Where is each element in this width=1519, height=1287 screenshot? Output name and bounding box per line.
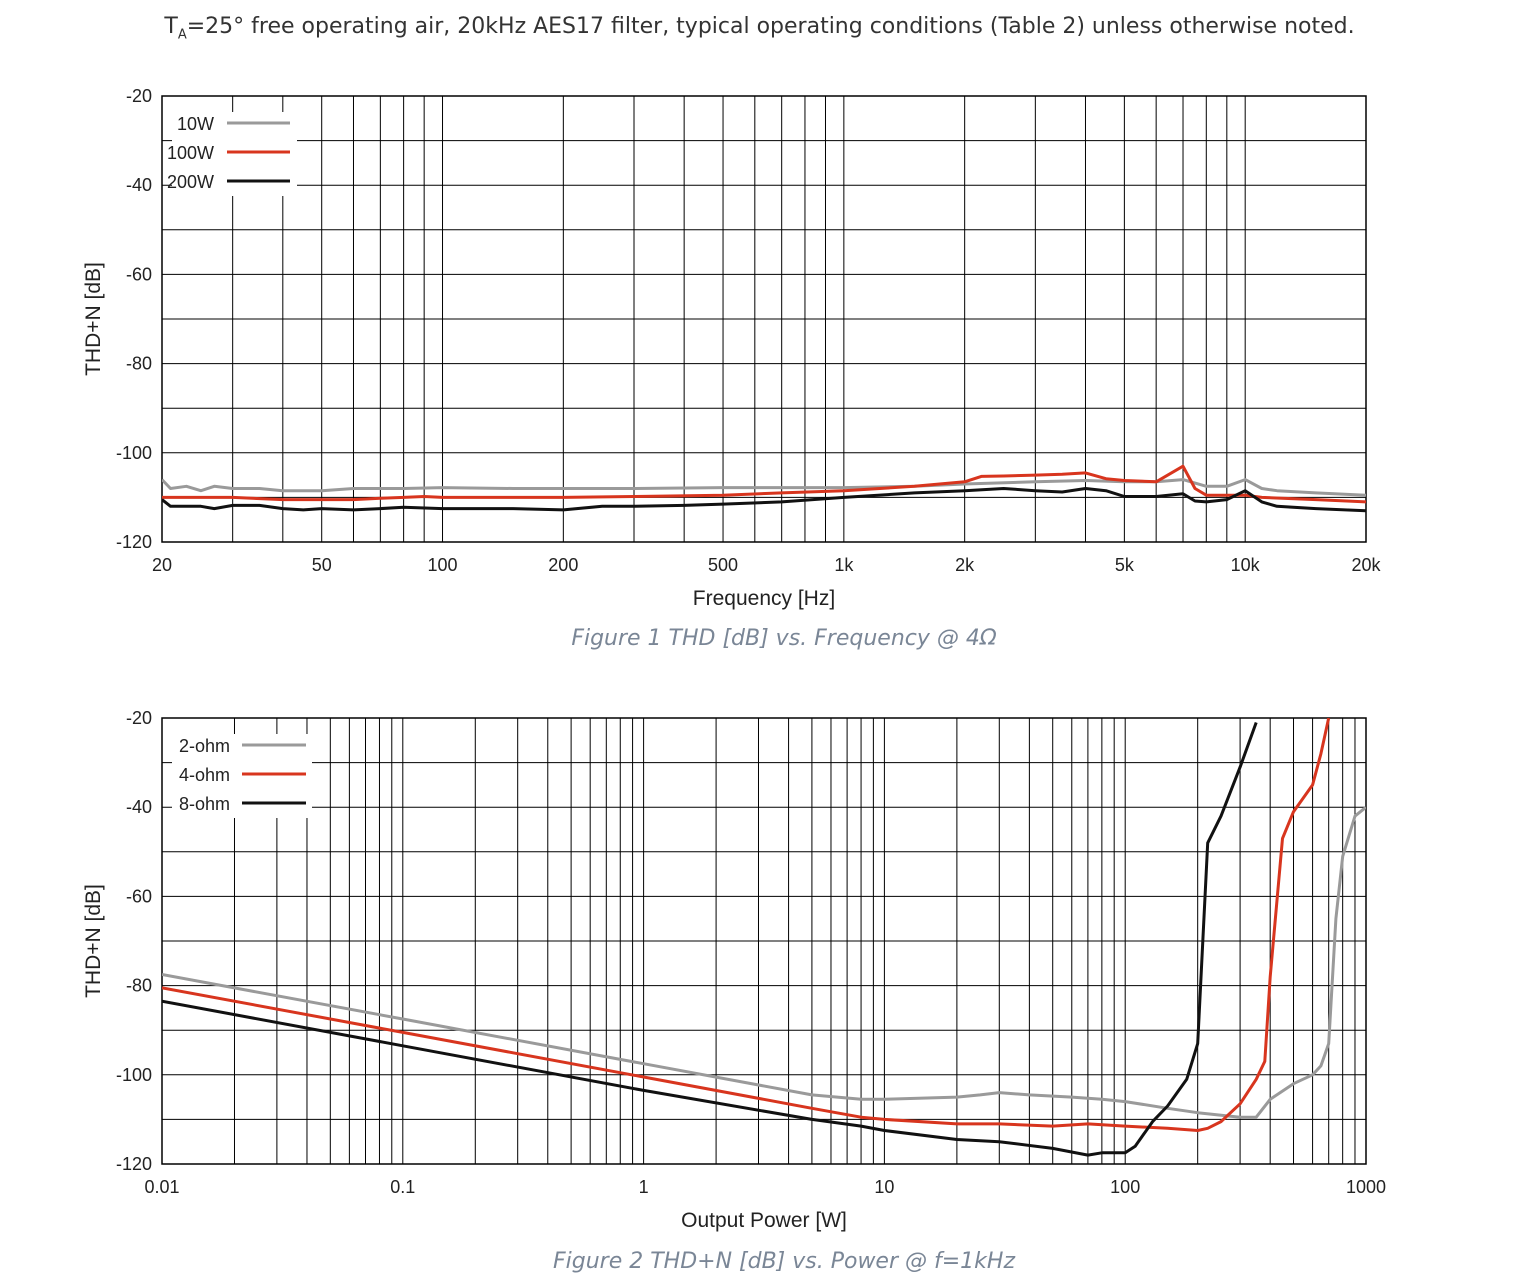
legend-label-100W: 100W	[167, 143, 214, 163]
y-tick-label: -120	[116, 532, 152, 552]
legend-label-4-ohm: 4-ohm	[179, 765, 230, 785]
x-tick-label: 100	[427, 555, 457, 575]
x-tick-label: 5k	[1115, 555, 1135, 575]
x-tick-label: 200	[548, 555, 578, 575]
x-tick-label: 20k	[1351, 555, 1381, 575]
x-tick-label: 20	[152, 555, 172, 575]
y-tick-label: -40	[126, 175, 152, 195]
x-tick-label: 50	[312, 555, 332, 575]
chart-2: -20 -40 -60 -80 -100 -120 0.01 0.1 1 10 100 1000 Out…	[82, 708, 1386, 1274]
series-line-4-ohm	[162, 718, 1331, 1132]
x-tick-label: 10	[874, 1177, 894, 1197]
series-line-200W	[162, 487, 1366, 513]
y-tick-label: -40	[126, 797, 152, 817]
y-axis-label: THD+N [dB]	[82, 884, 105, 998]
x-tick-label: 0.1	[390, 1177, 415, 1197]
x-tick-label: 1	[639, 1177, 649, 1197]
legend: 2-ohm 4-ohm 8-ohm	[172, 734, 312, 818]
x-axis-label: Output Power [W]	[681, 1209, 847, 1232]
y-tick-label: -60	[126, 886, 152, 906]
x-tick-label: 2k	[955, 555, 975, 575]
y-tick-label: -60	[126, 264, 152, 284]
x-axis-label: Frequency [Hz]	[693, 587, 835, 610]
legend-label-200W: 200W	[167, 172, 214, 192]
y-tick-label: -100	[116, 443, 152, 463]
page-header: TA=25° free operating air, 20kHz AES17 f…	[0, 14, 1519, 42]
x-tick-label: 0.01	[144, 1177, 179, 1197]
y-tick-label: -100	[116, 1065, 152, 1085]
y-tick-label: -80	[126, 354, 152, 374]
x-tick-label: 1000	[1346, 1177, 1386, 1197]
series-line-100W	[162, 464, 1366, 504]
x-tick-label: 10k	[1231, 555, 1261, 575]
x-tick-label: 100	[1110, 1177, 1140, 1197]
y-axis-label: THD+N [dB]	[82, 262, 105, 376]
figure-caption: Figure 1 THD [dB] vs. Frequency @ 4Ω	[571, 626, 997, 651]
legend-label-10W: 10W	[177, 114, 214, 134]
y-tick-label: -120	[116, 1154, 152, 1174]
plot-frame	[161, 717, 1367, 1165]
x-tick-label: 1k	[834, 555, 854, 575]
series-line-2-ohm	[162, 806, 1366, 1119]
series-line-8-ohm	[162, 721, 1258, 1157]
legend-label-8-ohm: 8-ohm	[179, 794, 230, 814]
header-subscript: A	[177, 27, 187, 43]
series-line-10W	[162, 478, 1366, 497]
legend-label-2-ohm: 2-ohm	[179, 736, 230, 756]
header-text: =25° free operating air, 20kHz AES17 fil…	[186, 14, 1355, 39]
legend: 10W 100W 200W	[167, 112, 297, 196]
header-prefix: T	[164, 14, 178, 39]
figure-caption: Figure 2 THD+N [dB] vs. Power @ f=1kHz	[553, 1249, 1015, 1274]
plot-frame	[161, 95, 1367, 543]
y-tick-label: -20	[126, 708, 152, 728]
y-tick-label: -20	[126, 86, 152, 106]
x-tick-label: 500	[708, 555, 738, 575]
y-tick-label: -80	[126, 976, 152, 996]
